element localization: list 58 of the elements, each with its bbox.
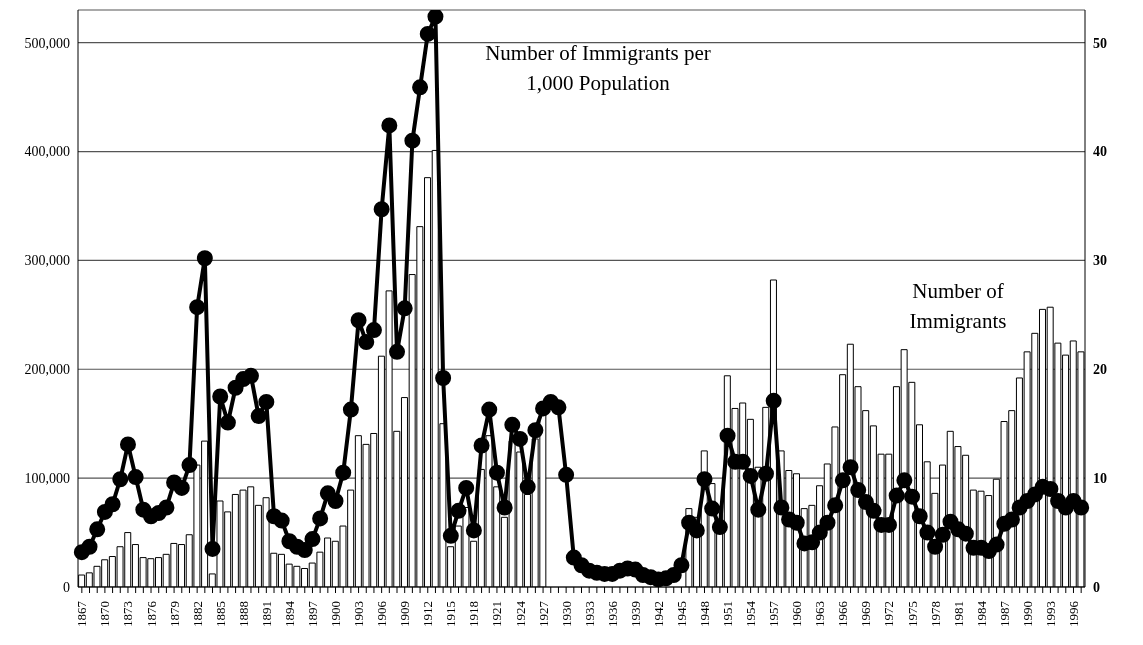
text: Number of Immigrants per 1,000 Population xyxy=(484,40,712,97)
x-tick-label: 1888 xyxy=(235,601,251,627)
x-tick-label: 1945 xyxy=(673,601,689,627)
x-tick-label: 1894 xyxy=(281,600,297,627)
x-tick-label: 1939 xyxy=(627,601,643,627)
x-tick-label: 1993 xyxy=(1042,601,1058,627)
x-tick-label: 1930 xyxy=(558,601,574,627)
x-tick-label: 1987 xyxy=(996,600,1012,627)
y-tick-label: 100,000 xyxy=(24,471,70,487)
x-tick-label: 1975 xyxy=(904,601,920,627)
x-tick-label: 1873 xyxy=(120,601,136,627)
x-tick-label: 1879 xyxy=(166,601,182,627)
x-tick-label: 1900 xyxy=(328,601,344,627)
x-tick-label: 1906 xyxy=(374,600,390,627)
x-tick-label: 1969 xyxy=(858,601,874,627)
y2-tick-label: 10 xyxy=(1093,471,1107,487)
x-tick-label: 1909 xyxy=(397,601,413,627)
x-tick-label: 1891 xyxy=(258,601,274,627)
x-tick-label: 1897 xyxy=(304,600,320,627)
x-tick-label: 1948 xyxy=(696,601,712,627)
x-tick-label: 1960 xyxy=(789,601,805,627)
x-tick-label: 1933 xyxy=(581,601,597,627)
x-tick-label: 1915 xyxy=(443,601,459,627)
y2-tick-label: 0 xyxy=(1093,579,1100,595)
y-tick-label: 500,000 xyxy=(24,35,70,51)
y2-tick-label: 50 xyxy=(1093,35,1107,51)
x-tick-label: 1957 xyxy=(766,600,782,627)
x-tick-label: 1903 xyxy=(351,601,367,627)
x-tick-label: 1921 xyxy=(489,601,505,627)
x-tick-label: 1942 xyxy=(650,601,666,627)
x-tick-label: 1996 xyxy=(1065,600,1081,627)
x-tick-label: 1918 xyxy=(466,601,482,627)
x-tick-label: 1882 xyxy=(189,601,205,627)
x-tick-label: 1990 xyxy=(1019,601,1035,627)
y-tick-label: 400,000 xyxy=(24,144,70,160)
x-tick-label: 1981 xyxy=(950,601,966,627)
y2-tick-label: 30 xyxy=(1093,253,1107,269)
x-tick-label: 1966 xyxy=(835,600,851,627)
x-tick-label: 1924 xyxy=(512,600,528,627)
x-tick-label: 1984 xyxy=(973,600,989,627)
y-tick-label: 0 xyxy=(63,579,70,595)
y-tick-label: 300,000 xyxy=(24,253,70,269)
x-tick-label: 1927 xyxy=(535,600,551,627)
y2-tick-label: 40 xyxy=(1093,144,1107,160)
x-tick-label: 1912 xyxy=(420,601,436,627)
x-tick-label: 1954 xyxy=(743,600,759,627)
y-tick-label: 200,000 xyxy=(24,362,70,378)
x-tick-label: 1876 xyxy=(143,600,159,627)
x-tick-label: 1963 xyxy=(812,601,828,627)
x-tick-label: 1867 xyxy=(74,600,90,627)
y2-tick-label: 20 xyxy=(1093,362,1107,378)
series-label: Number of Immigrants xyxy=(908,278,1008,335)
x-tick-label: 1885 xyxy=(212,601,228,627)
x-tick-label: 1978 xyxy=(927,601,943,627)
x-tick-label: 1972 xyxy=(881,601,897,627)
x-tick-label: 1936 xyxy=(604,600,620,627)
x-tick-label: 1870 xyxy=(97,601,113,627)
x-tick-label: 1951 xyxy=(720,601,736,627)
